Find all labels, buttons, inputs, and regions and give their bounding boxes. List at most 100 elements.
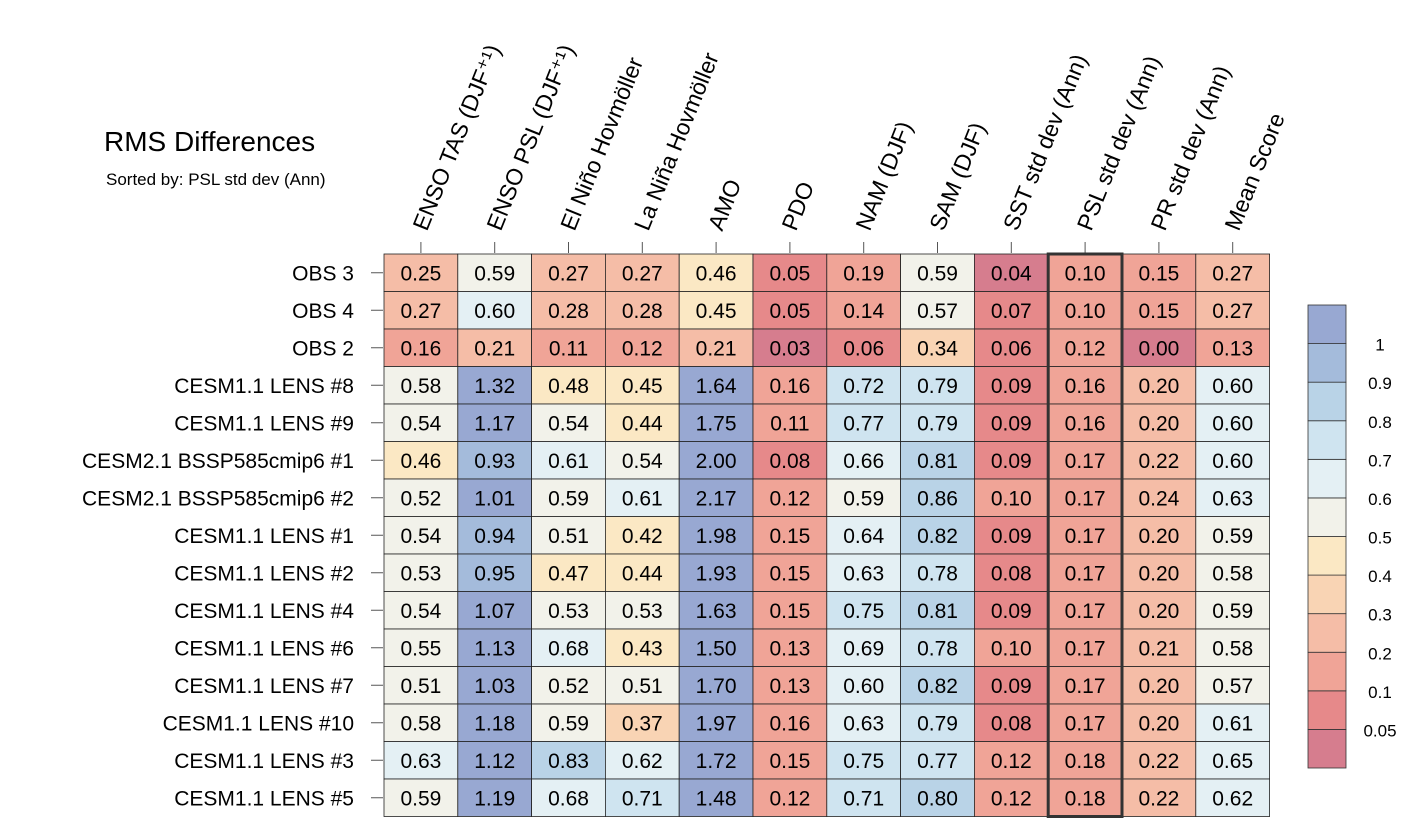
heatmap-cell <box>752 741 828 780</box>
cell-value-label: 0.15 <box>1138 300 1179 323</box>
colorbar-segment <box>1307 420 1347 460</box>
heatmap-cell <box>1047 328 1123 367</box>
heatmap-cell <box>678 591 754 630</box>
heatmap-cell <box>457 553 532 592</box>
cell-value-label: 0.82 <box>917 525 958 548</box>
cell-value-label: 0.18 <box>1065 787 1106 810</box>
heatmap-cell <box>678 403 754 442</box>
heatmap-cell <box>531 778 606 817</box>
heatmap-cell <box>457 628 532 667</box>
heatmap-cell <box>826 591 901 630</box>
cell-value-label: 0.12 <box>991 750 1032 773</box>
cell-value-label: 0.59 <box>917 262 958 285</box>
heatmap-cell <box>1121 666 1197 705</box>
heatmap-cell <box>383 741 459 780</box>
cell-value-label: 1.13 <box>474 637 515 660</box>
heatmap-cell <box>605 328 680 367</box>
heatmap-cell <box>383 666 459 705</box>
heatmap-cell <box>383 553 459 592</box>
cell-value-label: 2.17 <box>696 487 737 510</box>
cell-value-label: 0.17 <box>1065 675 1106 698</box>
cell-value-label: 0.20 <box>1138 712 1179 735</box>
heatmap-cell <box>1195 328 1271 367</box>
cell-value-label: 0.11 <box>549 337 588 360</box>
row-label: CESM1.1 LENS #7 <box>174 675 354 698</box>
colorbar-tick-label: 0.7 <box>1368 451 1392 470</box>
cell-value-label: 0.12 <box>991 787 1032 810</box>
row-label: CESM2.1 BSSP585cmip6 #1 <box>82 450 354 473</box>
heatmap-cell <box>457 591 532 630</box>
heatmap-cell <box>457 778 532 817</box>
cell-value-label: 0.15 <box>769 562 810 585</box>
cell-value-label: 0.13 <box>1212 337 1253 360</box>
cell-value-label: 0.28 <box>622 300 663 323</box>
heatmap-cell <box>1121 403 1197 442</box>
cell-value-label: 0.78 <box>917 562 958 585</box>
cell-value-label: 0.10 <box>1065 262 1106 285</box>
colorbar-tick-label: 0.3 <box>1368 606 1392 625</box>
row-label: OBS 2 <box>292 337 354 360</box>
cell-value-label: 0.54 <box>400 412 441 435</box>
cell-value-label: 0.12 <box>622 337 663 360</box>
column-label: PR std dev (Ann) <box>1145 62 1235 234</box>
cell-value-label: 0.17 <box>1065 487 1106 510</box>
heatmap-cell <box>531 628 606 667</box>
cell-value-label: 0.10 <box>991 487 1032 510</box>
cell-value-label: 0.09 <box>991 525 1032 548</box>
heatmap-cell <box>605 666 680 705</box>
colorbar-tick-label: 0.5 <box>1368 529 1392 548</box>
cell-value-label: 0.03 <box>769 337 810 360</box>
cell-value-label: 1.64 <box>696 375 737 398</box>
cell-value-label: 1.07 <box>474 600 515 623</box>
heatmap-cell <box>531 553 606 592</box>
cell-value-label: 0.16 <box>400 337 441 360</box>
heatmap-cell <box>900 291 975 330</box>
colorbar-tick-label: 0.1 <box>1368 683 1392 702</box>
colorbar-tick-label: 0.6 <box>1368 490 1392 509</box>
heatmap-cell <box>900 741 975 780</box>
cell-value-label: 1.18 <box>474 712 515 735</box>
cell-value-label: 0.60 <box>843 675 884 698</box>
cell-value-label: 0.18 <box>1065 750 1106 773</box>
heatmap-cell <box>1195 253 1271 292</box>
heatmap-cell <box>974 778 1049 817</box>
heatmap-cell <box>752 441 828 480</box>
heatmap-cell <box>1047 778 1123 817</box>
heatmap-cell <box>1047 291 1123 330</box>
heatmap-cell <box>678 291 754 330</box>
cell-value-label: 0.71 <box>622 787 663 810</box>
cell-value-label: 0.59 <box>843 487 884 510</box>
cell-value-label: 0.43 <box>622 637 663 660</box>
heatmap-cell <box>383 253 459 292</box>
heatmap-cell <box>383 628 459 667</box>
cell-value-label: 0.63 <box>400 750 441 773</box>
colorbar-tick-label: 0.2 <box>1368 644 1392 663</box>
cell-value-label: 0.60 <box>1212 412 1253 435</box>
cell-value-label: 0.63 <box>843 712 884 735</box>
cell-value-label: 0.53 <box>622 600 663 623</box>
cell-value-label: 0.77 <box>843 412 884 435</box>
heatmap-cell <box>900 778 975 817</box>
row-label: CESM1.1 LENS #4 <box>174 600 354 623</box>
colorbar-segment <box>1307 343 1347 383</box>
heatmap-cell <box>900 591 975 630</box>
heatmap-cell <box>531 741 606 780</box>
colorbar-segment <box>1307 613 1347 653</box>
cell-value-label: 0.60 <box>1212 375 1253 398</box>
heatmap-cell <box>605 628 680 667</box>
cell-value-label: 0.09 <box>991 375 1032 398</box>
cell-value-label: 0.20 <box>1138 375 1179 398</box>
cell-value-label: 1.03 <box>474 675 515 698</box>
row-label: CESM1.1 LENS #3 <box>174 750 354 773</box>
heatmap-cell <box>383 478 459 517</box>
cell-value-label: 0.58 <box>1212 562 1253 585</box>
cell-value-label: 0.63 <box>1212 487 1253 510</box>
cell-value-label: 0.16 <box>1065 412 1106 435</box>
cell-value-label: 1.17 <box>474 412 515 435</box>
heatmap-cell <box>826 516 901 555</box>
column-label: El Niño Hovmöller <box>555 53 648 234</box>
cell-value-label: 0.71 <box>843 787 884 810</box>
cell-value-label: 0.66 <box>843 450 884 473</box>
heatmap-cell <box>826 666 901 705</box>
heatmap-cell <box>900 628 975 667</box>
